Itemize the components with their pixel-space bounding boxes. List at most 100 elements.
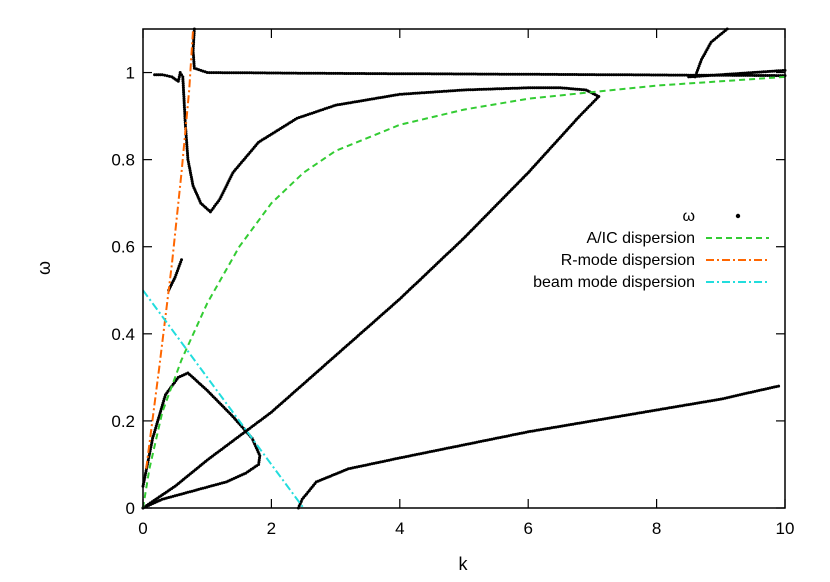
omega-point (656, 73, 660, 77)
omega-point (768, 69, 772, 73)
omega-point (491, 72, 495, 76)
omega-point (303, 71, 307, 75)
omega-point (380, 72, 384, 76)
omega-point (774, 69, 778, 73)
x-tick-label: 0 (138, 519, 147, 538)
omega-point (583, 73, 587, 77)
omega-points-branch (141, 371, 262, 510)
omega-point (410, 72, 414, 76)
omega-point (603, 417, 607, 421)
omega-point (210, 71, 214, 75)
omega-point (779, 69, 783, 73)
omega-point (482, 72, 486, 76)
omega-point (216, 71, 220, 75)
omega-point (445, 72, 449, 76)
omega-point (406, 72, 410, 76)
omega-point (168, 74, 171, 78)
omega-point (402, 92, 406, 96)
omega-point (517, 72, 521, 76)
omega-point (515, 72, 519, 76)
omega-point (183, 110, 187, 114)
omega-point (357, 99, 361, 103)
axis-ticks: 0 2 4 6 8 10 0 0.2 0.4 0.6 0.8 1 (111, 29, 794, 538)
omega-point (556, 86, 560, 90)
omega-point (667, 73, 671, 77)
omega-point (312, 71, 315, 75)
omega-point (388, 72, 392, 76)
omega-point (377, 72, 381, 76)
omega-point (522, 72, 526, 76)
omega-point (214, 71, 218, 75)
omega-point (517, 86, 521, 90)
omega-point (186, 151, 189, 155)
omega-point (593, 419, 596, 422)
omega-point (281, 71, 284, 75)
omega-point (163, 73, 167, 77)
omega-point (192, 58, 196, 61)
omega-point (434, 72, 438, 76)
omega-point (504, 72, 508, 76)
omega-point (278, 71, 282, 75)
omega-point (652, 73, 655, 77)
omega-point (160, 73, 164, 77)
omega-point (366, 72, 370, 76)
omega-point (650, 409, 654, 413)
omega-point (559, 73, 563, 76)
omega-point (649, 73, 653, 77)
omega-point (219, 71, 222, 75)
omega-point (250, 71, 253, 75)
omega-point (300, 71, 304, 75)
legend-label: ω (683, 208, 696, 225)
omega-point (550, 72, 554, 76)
omega-point (185, 140, 189, 144)
omega-point (186, 153, 190, 157)
omega-point (384, 72, 388, 76)
omega-point (265, 71, 269, 75)
omega-point (327, 71, 331, 75)
omega-point (571, 87, 575, 91)
omega-point (654, 73, 658, 77)
omega-point (612, 73, 616, 77)
omega-point (257, 460, 261, 464)
omega-point (493, 72, 497, 76)
omega-point (453, 89, 457, 93)
omega-point (318, 71, 322, 75)
omega-point (533, 86, 537, 90)
omega-point (394, 93, 397, 97)
legend-label: R-mode dispersion (561, 252, 695, 269)
omega-points-branch (191, 27, 787, 78)
omega-point (347, 72, 351, 75)
omega-point (627, 73, 631, 77)
omega-point (641, 73, 644, 77)
omega-point (289, 71, 293, 75)
omega-point (500, 72, 504, 76)
omega-point (417, 72, 421, 76)
omega-point (524, 72, 528, 76)
omega-point (461, 72, 464, 76)
omega-points-branch (296, 384, 781, 510)
omega-point (777, 384, 781, 388)
omega-point (715, 73, 718, 77)
omega-point (511, 72, 515, 76)
omega-point (672, 405, 676, 409)
omega-point (182, 95, 186, 98)
omega-point (566, 73, 570, 76)
omega-point (645, 73, 649, 77)
omega-point (663, 73, 666, 77)
omega-point (473, 88, 477, 92)
omega-point (579, 73, 583, 77)
omega-point (419, 72, 423, 76)
omega-point (475, 88, 479, 91)
omega-point (456, 72, 460, 76)
omega-point (667, 406, 671, 410)
omega-point (272, 71, 276, 75)
y-tick-label: 1 (126, 64, 135, 83)
omega-point (181, 81, 185, 85)
omega-point (725, 72, 729, 76)
omega-point (752, 74, 756, 77)
omega-point (526, 86, 530, 90)
omega-point (439, 72, 443, 76)
omega-point (610, 73, 614, 77)
omega-point (225, 71, 229, 75)
omega-point (502, 87, 506, 91)
